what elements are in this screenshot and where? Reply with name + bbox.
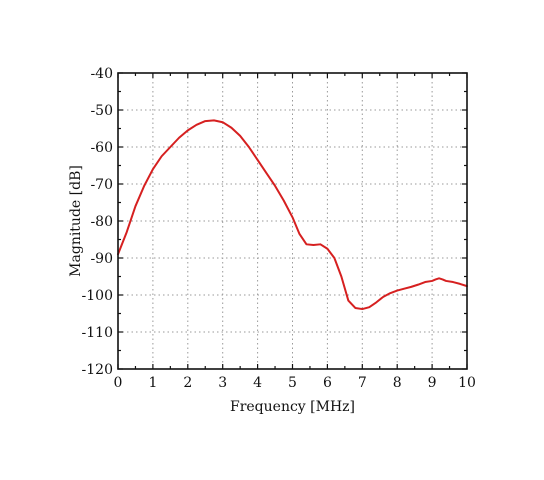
x-tick-label: 8 xyxy=(393,375,402,391)
y-tick-label: -70 xyxy=(90,177,113,193)
plot-frame xyxy=(117,72,468,370)
x-tick-label: 9 xyxy=(428,375,437,391)
y-tick-label: -100 xyxy=(82,288,113,304)
y-tick-label: -50 xyxy=(90,103,113,119)
series-layer xyxy=(117,119,468,311)
x-tick-label: 3 xyxy=(218,375,227,391)
x-tick-label: 4 xyxy=(253,375,262,391)
x-tick-label: 7 xyxy=(358,375,367,391)
y-axis-label: Magnitude [dB] xyxy=(68,165,84,277)
x-axis-label: Frequency [MHz] xyxy=(230,399,355,415)
x-tick-label: 2 xyxy=(183,375,192,391)
x-tick-labels: 0 1 2 3 4 5 6 7 8 9 10 xyxy=(114,375,476,391)
x-tick-label: 6 xyxy=(323,375,332,391)
y-tick-label: -40 xyxy=(90,66,113,82)
y-tick-label: -110 xyxy=(82,325,113,341)
x-tick-label: 0 xyxy=(114,375,123,391)
y-tick-label: -60 xyxy=(90,140,113,156)
x-tick-label: 5 xyxy=(288,375,297,391)
grid-layer xyxy=(118,73,467,369)
x-tick-label: 10 xyxy=(458,375,476,391)
x-tick-label: 1 xyxy=(148,375,157,391)
y-tick-labels: -120 -110 -100 -90 -80 -70 -60 -50 -40 xyxy=(82,66,113,378)
tick-marks xyxy=(117,72,468,370)
y-tick-label: -80 xyxy=(90,214,113,230)
y-tick-label: -120 xyxy=(82,362,113,378)
series-line-0 xyxy=(117,119,468,311)
y-tick-label: -90 xyxy=(90,251,113,267)
